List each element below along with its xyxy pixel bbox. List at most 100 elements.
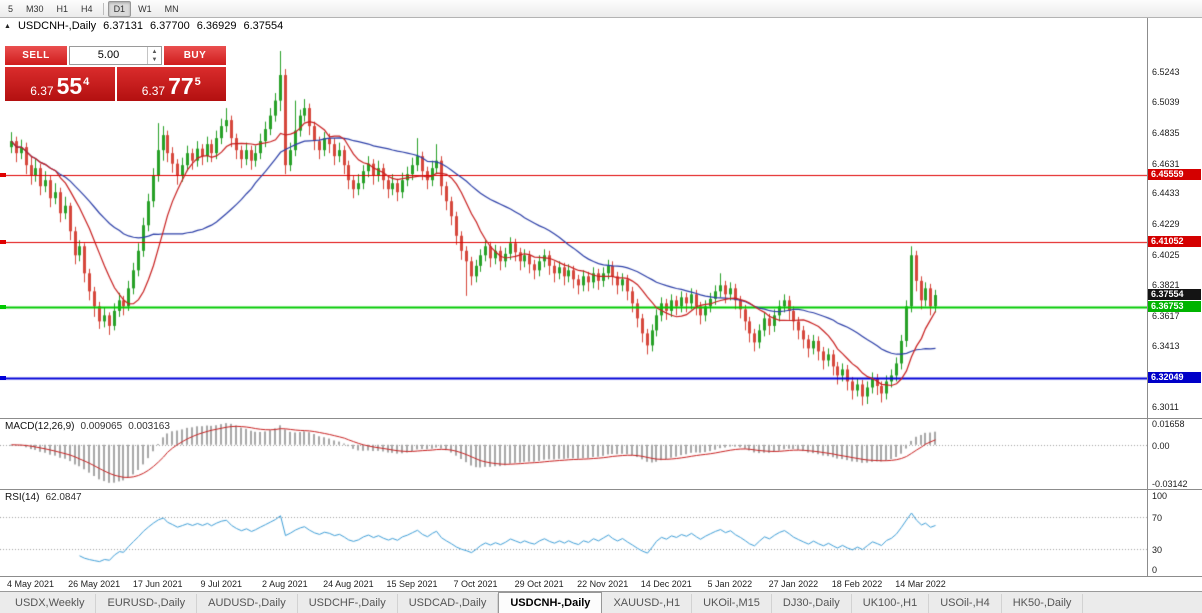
volume-down-icon[interactable]: ▼ — [151, 56, 158, 63]
ask-price-pip-digit: 5 — [194, 76, 201, 88]
timeframe-button-h1[interactable]: H1 — [56, 3, 69, 14]
symbol-name: USDCNH-,Daily — [17, 20, 97, 32]
chart-ohlc-header: ▲ USDCNH-,Daily 6.37131 6.37700 6.36929 … — [4, 20, 283, 32]
macd-signal-value: 0.003163 — [128, 421, 170, 432]
macd-title: MACD(12,26,9) — [5, 421, 75, 432]
rsi-value: 62.0847 — [45, 492, 82, 503]
chart-tab-usdcad-daily[interactable]: USDCAD-,Daily — [398, 594, 499, 613]
ask-price-prefix: 6.37 — [141, 84, 166, 98]
one-click-panel-toggle-icon[interactable]: ▲ — [4, 22, 11, 30]
chart-tab-usoil-h4[interactable]: USOil-,H4 — [929, 594, 1002, 613]
price-level-label: 6.32049 — [1148, 372, 1201, 383]
close-value: 6.37554 — [243, 20, 284, 32]
level-edge-marker[interactable] — [0, 173, 6, 177]
rsi-tick: 30 — [1152, 545, 1163, 556]
price-tick: 6.4229 — [1152, 218, 1180, 229]
price-tick: 6.3011 — [1152, 401, 1179, 412]
price-tick: 6.3413 — [1152, 341, 1180, 352]
chart-tab-xauusd-h1[interactable]: XAUUSD-,H1 — [602, 594, 693, 613]
date-label: 15 Sep 2021 — [386, 579, 438, 589]
chart-tab-ukoil-m15[interactable]: UKOil-,M15 — [692, 594, 772, 613]
date-label: 17 Jun 2021 — [132, 579, 183, 589]
rsi-tick: 100 — [1152, 491, 1168, 501]
bid-price-prefix: 6.37 — [30, 84, 54, 98]
chart-tab-usdcnh-daily[interactable]: USDCNH-,Daily — [498, 592, 603, 613]
volume-up-icon[interactable]: ▲ — [151, 48, 158, 55]
sell-button[interactable]: SELL — [5, 46, 67, 65]
timeframe-toolbar: 5 M30 H1 H4 D1 W1 MN — [0, 0, 1202, 18]
buy-button[interactable]: BUY — [164, 46, 226, 65]
price-tick: 6.3821 — [1152, 280, 1180, 291]
macd-tick: 0.01658 — [1152, 419, 1185, 429]
date-label: 4 May 2021 — [7, 579, 55, 589]
current-price-label: 6.37554 — [1148, 289, 1201, 300]
macd-tick: -0.03142 — [1152, 479, 1188, 489]
level-edge-marker[interactable] — [0, 376, 6, 380]
date-label: 26 May 2021 — [68, 579, 121, 589]
date-label: 18 Feb 2022 — [831, 579, 883, 589]
macd-header: MACD(12,26,9) 0.009065 0.003163 — [5, 421, 170, 432]
rsi-canvas[interactable] — [0, 490, 1148, 576]
chart-tab-eurusd-daily[interactable]: EURUSD-,Daily — [96, 594, 198, 613]
macd-main-value: 0.009065 — [80, 421, 123, 432]
rsi-axis: 100 70 30 0 — [1147, 490, 1202, 576]
chart-tab-dj30-daily[interactable]: DJ30-,Daily — [772, 594, 852, 613]
macd-canvas[interactable] — [0, 419, 1148, 490]
timeframe-button-h4[interactable]: H4 — [81, 3, 93, 14]
date-label: 22 Nov 2021 — [577, 579, 629, 589]
price-tick: 6.4433 — [1152, 188, 1180, 199]
price-level-label: 6.36753 — [1148, 301, 1201, 312]
price-tick: 6.4025 — [1152, 249, 1180, 260]
timeframe-button-mn[interactable]: MN — [164, 3, 179, 14]
chart-tab-usdx-weekly[interactable]: USDX,Weekly — [4, 594, 97, 613]
price-chart-pane: ▲ USDCNH-,Daily 6.37131 6.37700 6.36929 … — [0, 18, 1202, 419]
volume-input[interactable]: 5.00 ▲ ▼ — [69, 46, 162, 65]
chart-tab-hk50-daily[interactable]: HK50-,Daily — [1002, 594, 1084, 613]
date-label: 27 Jan 2022 — [768, 579, 819, 589]
timeframe-button-m30[interactable]: M30 — [26, 3, 44, 14]
date-label: 2 Aug 2021 — [262, 579, 308, 589]
macd-indicator-pane: MACD(12,26,9) 0.009065 0.003163 0.01658 0… — [0, 419, 1202, 490]
bid-price-pip-digit: 4 — [83, 76, 90, 88]
date-label: 14 Dec 2021 — [640, 579, 692, 589]
timeframe-button-d1[interactable]: D1 — [107, 0, 132, 17]
level-edge-marker[interactable] — [0, 305, 6, 309]
date-label: 5 Jan 2022 — [707, 579, 753, 589]
date-label: 9 Jul 2021 — [200, 579, 243, 589]
chart-tab-usdchf-daily[interactable]: USDCHF-,Daily — [298, 594, 398, 613]
volume-value[interactable]: 5.00 — [97, 49, 120, 61]
rsi-indicator-pane: RSI(14) 62.0847 100 70 30 0 — [0, 490, 1202, 576]
open-value: 6.37131 — [103, 20, 143, 32]
macd-axis: 0.01658 0.00 -0.03142 — [1147, 419, 1202, 490]
price-level-label: 6.41052 — [1148, 236, 1201, 247]
chart-tab-uk100-h1[interactable]: UK100-,H1 — [852, 594, 930, 613]
ask-quote-button[interactable]: 6.37 77 5 — [116, 67, 226, 101]
macd-tick: 0.00 — [1152, 440, 1170, 451]
bid-price-big-digits: 55 — [56, 73, 83, 99]
toolbar-separator — [102, 2, 104, 15]
price-axis[interactable]: 6.5243 6.5039 6.4835 6.4631 6.4433 6.4229 6.40… — [1147, 18, 1202, 419]
chart-tab-audusd-daily[interactable]: AUDUSD-,Daily — [197, 594, 298, 613]
price-tick: 6.5243 — [1152, 66, 1180, 77]
timeframe-button-5[interactable]: 5 — [8, 3, 14, 14]
low-value: 6.36929 — [196, 20, 237, 32]
time-axis[interactable]: 4 May 2021 26 May 2021 17 Jun 2021 9 Jul 20… — [0, 576, 1202, 592]
volume-spinner[interactable]: ▲ ▼ — [147, 47, 161, 64]
date-label: 7 Oct 2021 — [453, 579, 498, 589]
rsi-title: RSI(14) — [5, 492, 40, 503]
rsi-tick: 70 — [1152, 512, 1163, 523]
bid-quote-button[interactable]: 6.37 55 4 — [5, 67, 115, 101]
date-label: 14 Mar 2022 — [895, 579, 946, 589]
price-tick: 6.4835 — [1152, 127, 1180, 138]
price-tick: 6.5039 — [1152, 97, 1180, 108]
level-edge-marker[interactable] — [0, 240, 6, 244]
pane-separator[interactable] — [0, 489, 1202, 490]
timeframe-button-w1[interactable]: W1 — [138, 3, 152, 14]
price-level-label: 6.45559 — [1148, 169, 1201, 180]
ask-price-big-digits: 77 — [168, 73, 194, 99]
one-click-trading-panel: SELL 5.00 ▲ ▼ BUY 6.37 55 4 6.37 77 5 — [5, 46, 226, 101]
pane-separator[interactable] — [0, 418, 1202, 419]
high-value: 6.37700 — [149, 20, 190, 32]
chart-tabs-bar: USDX,Weekly EURUSD-,Daily AUDUSD-,Daily USD… — [0, 591, 1202, 613]
